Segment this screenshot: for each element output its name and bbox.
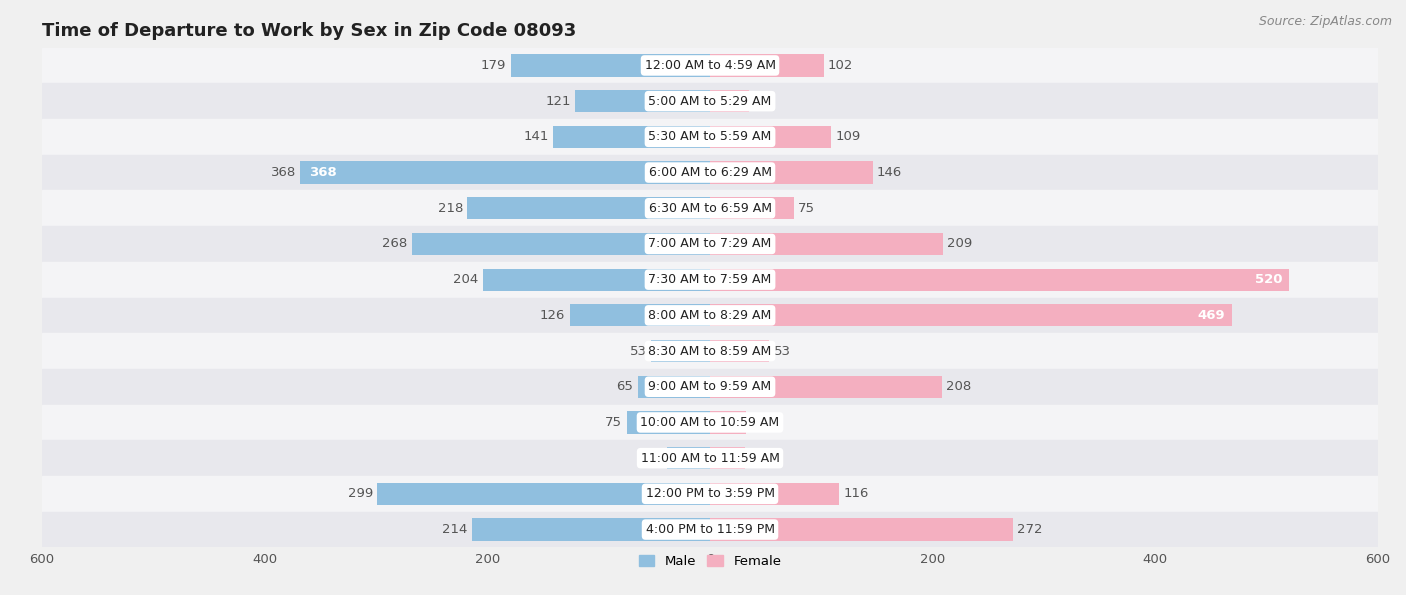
- Text: 116: 116: [844, 487, 869, 500]
- Text: 121: 121: [546, 95, 571, 108]
- Text: 31: 31: [749, 452, 766, 465]
- Bar: [710, 268, 1289, 291]
- Text: 75: 75: [799, 202, 815, 215]
- Bar: [472, 518, 710, 541]
- Text: 368: 368: [309, 166, 337, 179]
- Bar: [710, 233, 942, 255]
- Bar: [484, 268, 710, 291]
- Text: 109: 109: [835, 130, 860, 143]
- Bar: [42, 512, 1378, 547]
- Text: 368: 368: [271, 166, 295, 179]
- Bar: [42, 83, 1378, 119]
- Bar: [627, 411, 710, 434]
- Bar: [710, 304, 1232, 327]
- Text: 10:00 AM to 10:59 AM: 10:00 AM to 10:59 AM: [641, 416, 779, 429]
- Text: 204: 204: [453, 273, 478, 286]
- Text: Time of Departure to Work by Sex in Zip Code 08093: Time of Departure to Work by Sex in Zip …: [42, 23, 576, 40]
- Bar: [638, 375, 710, 398]
- Text: 7:00 AM to 7:29 AM: 7:00 AM to 7:29 AM: [648, 237, 772, 250]
- Bar: [710, 197, 793, 220]
- Bar: [42, 298, 1378, 333]
- Text: 218: 218: [437, 202, 463, 215]
- Bar: [710, 411, 745, 434]
- Bar: [42, 226, 1378, 262]
- Bar: [467, 197, 710, 220]
- Text: 8:30 AM to 8:59 AM: 8:30 AM to 8:59 AM: [648, 345, 772, 358]
- Text: 53: 53: [630, 345, 647, 358]
- Bar: [42, 440, 1378, 476]
- Bar: [510, 54, 710, 77]
- Text: 214: 214: [441, 523, 467, 536]
- Bar: [651, 340, 710, 362]
- Text: 39: 39: [645, 452, 662, 465]
- Bar: [710, 375, 942, 398]
- Text: 4:00 PM to 11:59 PM: 4:00 PM to 11:59 PM: [645, 523, 775, 536]
- Bar: [412, 233, 710, 255]
- Text: 12:00 AM to 4:59 AM: 12:00 AM to 4:59 AM: [644, 59, 776, 72]
- Text: 5:00 AM to 5:29 AM: 5:00 AM to 5:29 AM: [648, 95, 772, 108]
- Text: 8:00 AM to 8:29 AM: 8:00 AM to 8:29 AM: [648, 309, 772, 322]
- Bar: [42, 119, 1378, 155]
- Text: 179: 179: [481, 59, 506, 72]
- Text: 141: 141: [523, 130, 548, 143]
- Bar: [301, 161, 710, 184]
- Bar: [42, 48, 1378, 83]
- Text: 209: 209: [948, 237, 973, 250]
- Bar: [377, 483, 710, 505]
- Bar: [710, 161, 873, 184]
- Text: 146: 146: [877, 166, 903, 179]
- Bar: [42, 369, 1378, 405]
- Bar: [666, 447, 710, 469]
- Bar: [42, 155, 1378, 190]
- Text: 6:30 AM to 6:59 AM: 6:30 AM to 6:59 AM: [648, 202, 772, 215]
- Text: 5:30 AM to 5:59 AM: 5:30 AM to 5:59 AM: [648, 130, 772, 143]
- Text: 208: 208: [946, 380, 972, 393]
- Legend: Male, Female: Male, Female: [633, 550, 787, 574]
- Text: 32: 32: [751, 416, 768, 429]
- Text: 35: 35: [754, 95, 770, 108]
- Bar: [575, 90, 710, 112]
- Bar: [710, 54, 824, 77]
- Bar: [42, 333, 1378, 369]
- Text: 126: 126: [540, 309, 565, 322]
- Text: Source: ZipAtlas.com: Source: ZipAtlas.com: [1258, 15, 1392, 28]
- Text: 7:30 AM to 7:59 AM: 7:30 AM to 7:59 AM: [648, 273, 772, 286]
- Bar: [710, 340, 769, 362]
- Text: 272: 272: [1017, 523, 1043, 536]
- Text: 12:00 PM to 3:59 PM: 12:00 PM to 3:59 PM: [645, 487, 775, 500]
- Bar: [710, 447, 745, 469]
- Bar: [42, 190, 1378, 226]
- Text: 299: 299: [347, 487, 373, 500]
- Bar: [710, 518, 1012, 541]
- Bar: [42, 476, 1378, 512]
- Text: 6:00 AM to 6:29 AM: 6:00 AM to 6:29 AM: [648, 166, 772, 179]
- Bar: [569, 304, 710, 327]
- Bar: [553, 126, 710, 148]
- Bar: [42, 405, 1378, 440]
- Text: 53: 53: [773, 345, 790, 358]
- Text: 65: 65: [616, 380, 633, 393]
- Text: 469: 469: [1198, 309, 1226, 322]
- Text: 75: 75: [605, 416, 621, 429]
- Text: 520: 520: [1254, 273, 1282, 286]
- Text: 102: 102: [828, 59, 853, 72]
- Bar: [710, 90, 749, 112]
- Bar: [710, 483, 839, 505]
- Text: 11:00 AM to 11:59 AM: 11:00 AM to 11:59 AM: [641, 452, 779, 465]
- Text: 268: 268: [382, 237, 408, 250]
- Text: 9:00 AM to 9:59 AM: 9:00 AM to 9:59 AM: [648, 380, 772, 393]
- Bar: [710, 126, 831, 148]
- Bar: [42, 262, 1378, 298]
